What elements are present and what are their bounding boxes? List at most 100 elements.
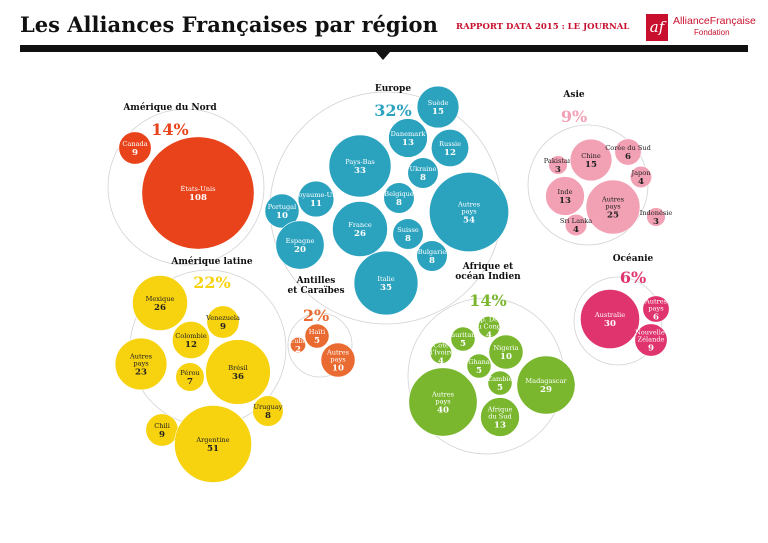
- bubble-circle: [332, 201, 388, 257]
- page-title: Les Alliances Françaises par région: [20, 12, 438, 37]
- bubble-label: Nigeria: [493, 344, 518, 352]
- region-share: 9%: [561, 107, 587, 126]
- bubble-label: Bulgarie: [418, 248, 447, 256]
- bubble-label: États-Unis: [181, 184, 217, 193]
- region-share: 14%: [151, 120, 188, 139]
- bubble-circle: [118, 131, 152, 165]
- bubble-circle: [466, 353, 492, 379]
- region-name: Antilles et Caraïbes: [287, 276, 344, 296]
- region-name: Europe: [375, 84, 411, 94]
- bubble-value: 26: [354, 229, 366, 239]
- bubble-value: 8: [429, 256, 435, 266]
- bubble-value: 5: [476, 366, 482, 376]
- bubble-label: Royaume-Uni: [293, 191, 338, 199]
- logo-subtitle: Fondation: [694, 28, 730, 37]
- bubble-label: Zambie: [488, 375, 513, 383]
- bubble-circle: [328, 134, 392, 198]
- bubble-label: Belgique: [384, 190, 414, 198]
- bubble-value: 8: [265, 411, 271, 421]
- bubble-label: Indonésie: [640, 209, 673, 217]
- bubble-label: Mauritanie: [444, 331, 481, 339]
- region-name: Amérique latine: [170, 256, 252, 267]
- bubble-value: 4: [573, 225, 579, 235]
- bubble-label: Pays-Bas: [345, 158, 375, 166]
- bubble-circle: [174, 405, 252, 483]
- bubble-label: Haïti: [309, 328, 326, 336]
- bubble-value: 35: [380, 283, 392, 293]
- bubble-label: France: [348, 221, 372, 229]
- bubble-circle: [545, 176, 585, 216]
- bubble-circle: [488, 334, 524, 370]
- bubble-label: Portugal: [268, 203, 296, 211]
- region-name: Amérique du Nord: [122, 102, 217, 113]
- bubble-circle: [206, 305, 240, 339]
- region-share: 22%: [193, 273, 230, 292]
- bubble-circle: [416, 240, 448, 272]
- bubble-circle: [429, 172, 509, 252]
- bubble-label: Autres pays: [326, 348, 350, 363]
- bubble-circle: [585, 179, 641, 235]
- bubble-label: Madagascar: [525, 377, 567, 385]
- bubble-value: 7: [187, 377, 193, 387]
- bubble-label: Chine: [581, 152, 601, 160]
- bubble-value: 9: [159, 430, 165, 440]
- bubble-circle: [304, 323, 330, 349]
- bubble-value: 8: [420, 173, 426, 183]
- bubble-circle: [171, 320, 211, 360]
- bubble-value: 36: [232, 372, 244, 382]
- bubble-label: Ghana: [468, 358, 490, 366]
- bubble-label: Italie: [377, 275, 394, 283]
- bubble-label: Russie: [439, 140, 461, 148]
- bubble-value: 4: [638, 177, 644, 187]
- bubble-value: 5: [460, 339, 466, 349]
- bubble-label: Suisse: [397, 226, 419, 234]
- bubble-value: 3: [555, 165, 561, 175]
- bubble-label: Ukraine: [410, 165, 437, 173]
- bubble-value: 9: [220, 322, 226, 332]
- bubble-circle: [297, 180, 335, 218]
- bubble-label: Brésil: [228, 364, 248, 372]
- header-notch: [376, 52, 390, 60]
- bubble-value: 10: [332, 364, 344, 374]
- bubble-circle: [416, 85, 460, 129]
- bubble-value: 6: [625, 152, 631, 162]
- bubble-label: Autres pays: [644, 297, 668, 312]
- bubble-value: 33: [354, 166, 366, 176]
- bubble-label: Japon: [630, 169, 651, 177]
- bubble-circle: [430, 128, 470, 168]
- bubble-value: 9: [132, 148, 138, 158]
- bubble-label: Inde: [558, 188, 573, 196]
- bubble-circle: [408, 367, 478, 437]
- bubble-circle: [580, 289, 640, 349]
- bubble-label: Cuba: [289, 337, 307, 345]
- bubble-label: Chili: [154, 422, 170, 430]
- region-share: 2%: [303, 306, 329, 325]
- bubble-label: Mexique: [146, 295, 175, 303]
- bubble-circle: [383, 182, 415, 214]
